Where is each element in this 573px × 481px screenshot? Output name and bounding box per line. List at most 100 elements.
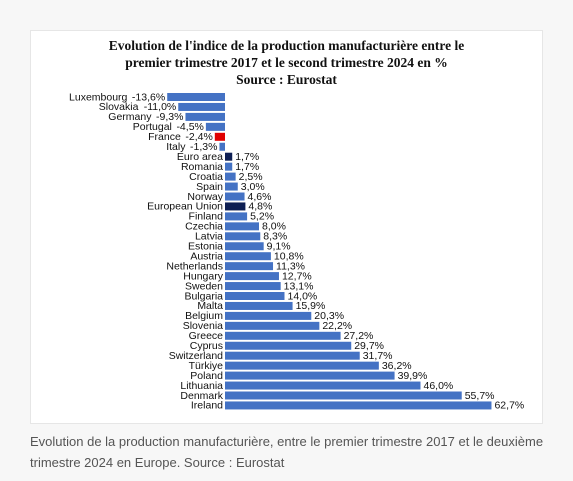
- category-label-hungary: Hungary: [183, 270, 223, 282]
- value-label-malta: 15,9%: [296, 300, 326, 312]
- value-label-hungary: 12,7%: [282, 270, 312, 282]
- category-label-switzerland: Switzerland: [169, 350, 223, 362]
- bar-croatia: [225, 172, 236, 181]
- value-label-finland: 5,2%: [250, 211, 274, 223]
- category-label-slovakia: Slovakia: [99, 101, 139, 113]
- bar-estonia: [225, 242, 264, 251]
- category-label-czechia: Czechia: [185, 221, 223, 233]
- bar-ireland: [225, 401, 492, 410]
- category-label-france: France: [148, 131, 181, 143]
- value-label-czechia: 8,0%: [262, 221, 286, 233]
- bar-luxembourg: [167, 93, 225, 101]
- category-label-austria: Austria: [190, 250, 223, 262]
- bar-latvia: [225, 232, 261, 241]
- bar-chart: Luxembourg -13,6%Slovakia -11,0%Germany -9,…: [69, 91, 524, 412]
- value-label-switzerland: 31,7%: [363, 350, 393, 362]
- bar-romania: [225, 162, 233, 171]
- chart-title-line-2: premier trimestre 2017 et le second trim…: [125, 55, 448, 70]
- bar-czechia: [225, 222, 259, 231]
- bar-euro-area: [225, 152, 233, 161]
- value-label-european-union: 4,8%: [248, 201, 272, 213]
- value-label-latvia: 8,3%: [263, 231, 287, 243]
- bar-italy: [219, 142, 225, 151]
- value-label-portugal: -4,5%: [176, 121, 203, 133]
- chart-card: Evolution de l'indice de la production m…: [30, 30, 543, 424]
- bar-finland: [225, 212, 248, 221]
- value-label-sweden: 13,1%: [284, 280, 314, 292]
- category-label-euro-area: Euro area: [177, 151, 223, 163]
- category-label-norway: Norway: [187, 191, 223, 203]
- bar-cyprus: [225, 341, 352, 350]
- category-label-belgium: Belgium: [185, 310, 223, 322]
- chart-title-line-3: Source : Eurostat: [236, 72, 337, 87]
- bar-t-rkiye: [225, 361, 379, 370]
- bar-lithuania: [225, 381, 421, 390]
- category-label-italy: Italy: [166, 141, 186, 153]
- value-label-france: -2,4%: [185, 131, 212, 143]
- bar-sweden: [225, 282, 281, 291]
- bar-denmark: [225, 391, 462, 400]
- bar-slovenia: [225, 321, 320, 330]
- category-label-luxembourg: Luxembourg: [69, 91, 128, 103]
- value-label-spain: 3,0%: [241, 181, 265, 193]
- category-label-malta: Malta: [197, 300, 223, 312]
- category-label-netherlands: Netherlands: [166, 260, 223, 272]
- bar-hungary: [225, 272, 279, 281]
- category-label-denmark: Denmark: [180, 390, 223, 402]
- value-label-slovenia: 22,2%: [322, 320, 352, 332]
- value-label-t-rkiye: 36,2%: [382, 360, 412, 372]
- category-label-poland: Poland: [190, 370, 223, 382]
- category-label-estonia: Estonia: [188, 241, 223, 253]
- bar-netherlands: [225, 262, 274, 271]
- value-label-netherlands: 11,3%: [276, 260, 305, 272]
- value-label-belgium: 20,3%: [314, 310, 344, 322]
- bar-austria: [225, 252, 271, 261]
- category-label-portugal: Portugal: [133, 121, 172, 133]
- bar-portugal: [205, 122, 225, 131]
- chart-title-line-1: Evolution de l'indice de la production m…: [108, 38, 465, 53]
- category-label-romania: Romania: [181, 161, 223, 173]
- value-label-poland: 39,9%: [398, 370, 428, 382]
- bar-european-union: [225, 202, 246, 211]
- bar-malta: [225, 301, 293, 310]
- category-label-sweden: Sweden: [185, 280, 223, 292]
- value-label-greece: 27,2%: [344, 330, 374, 342]
- bar-belgium: [225, 311, 312, 320]
- category-label-lithuania: Lithuania: [180, 380, 223, 392]
- category-label-t-rkiye: Türkiye: [189, 360, 224, 372]
- chart-title: Evolution de l'indice de la production m…: [31, 37, 542, 88]
- category-label-croatia: Croatia: [189, 171, 223, 183]
- bar-germany: [185, 112, 225, 121]
- category-label-finland: Finland: [189, 211, 224, 223]
- figure-caption: Evolution de la production manufacturièr…: [30, 434, 544, 470]
- value-label-italy: -1,3%: [190, 141, 217, 153]
- bar-norway: [225, 192, 245, 201]
- category-label-slovenia: Slovenia: [183, 320, 223, 332]
- category-label-latvia: Latvia: [195, 231, 223, 243]
- bar-greece: [225, 331, 341, 340]
- value-label-austria: 10,8%: [274, 250, 304, 262]
- category-label-cyprus: Cyprus: [190, 340, 223, 352]
- value-label-euro-area: 1,7%: [235, 151, 259, 163]
- category-label-spain: Spain: [196, 181, 223, 193]
- value-label-ireland: 62,7%: [494, 400, 524, 412]
- value-label-lithuania: 46,0%: [424, 380, 454, 392]
- bar-bulgaria: [225, 292, 285, 300]
- category-label-greece: Greece: [189, 330, 224, 342]
- value-label-romania: 1,7%: [235, 161, 259, 173]
- category-label-european-union: European Union: [147, 201, 223, 213]
- value-label-slovakia: -11,0%: [144, 101, 177, 113]
- value-label-estonia: 9,1%: [267, 241, 291, 253]
- bar-slovakia: [178, 102, 225, 111]
- value-label-croatia: 2,5%: [239, 171, 263, 183]
- value-label-bulgaria: 14,0%: [288, 290, 318, 302]
- value-label-luxembourg: -13,6%: [132, 91, 165, 103]
- bar-spain: [225, 182, 238, 191]
- category-label-germany: Germany: [108, 111, 152, 123]
- value-label-germany: -9,3%: [156, 111, 183, 123]
- value-label-denmark: 55,7%: [465, 390, 495, 402]
- category-label-ireland: Ireland: [191, 400, 223, 412]
- bar-france: [214, 132, 225, 141]
- value-label-cyprus: 29,7%: [354, 340, 384, 352]
- value-label-norway: 4,6%: [248, 191, 272, 203]
